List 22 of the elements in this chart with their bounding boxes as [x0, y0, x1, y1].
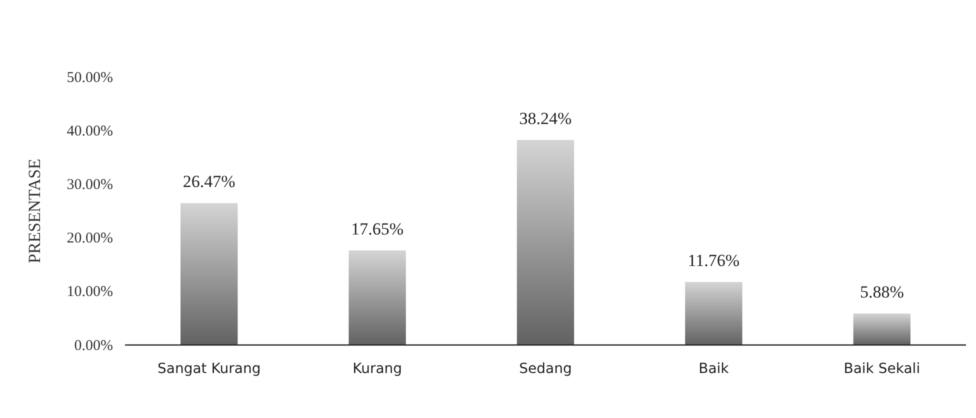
y-axis-title: PRESENTASE	[25, 158, 44, 264]
y-tick-label: 20.00%	[66, 230, 113, 247]
x-tick-label: Baik	[698, 360, 730, 377]
x-tick-label: Baik Sekali	[844, 360, 920, 377]
y-tick-label: 50.00%	[66, 70, 113, 86]
data-label: 17.65%	[351, 219, 404, 238]
data-label: 38.24%	[519, 109, 572, 128]
y-tick-label: 30.00%	[66, 177, 113, 193]
y-tick-label: 0.00%	[74, 338, 113, 354]
x-tick-label: Sangat Kurang	[158, 360, 261, 377]
bar	[180, 203, 238, 345]
x-tick-label: Sedang	[519, 360, 572, 377]
bar	[853, 313, 910, 345]
x-tick-label: Kurang	[352, 360, 402, 377]
data-label: 11.76%	[688, 250, 740, 270]
data-label: 5.88%	[860, 282, 904, 302]
data-label: 26.47%	[182, 172, 236, 192]
bar	[348, 250, 406, 345]
bar	[516, 140, 574, 345]
y-tick-label: 10.00%	[66, 284, 113, 300]
bar	[685, 282, 742, 345]
y-tick-label: 40.00%	[66, 123, 113, 140]
